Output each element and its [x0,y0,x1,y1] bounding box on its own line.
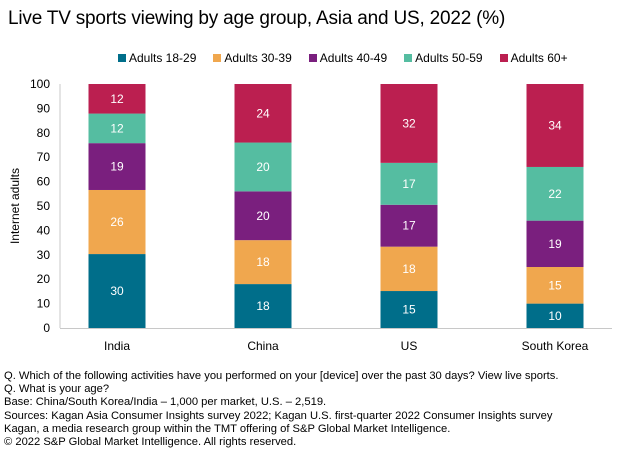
chart-title: Live TV sports viewing by age group, Asi… [8,8,506,29]
bar-segment [234,284,292,328]
data-label: 18 [402,262,416,276]
legend-item: Adults 40-49 [308,51,388,65]
legend-item: Adults 18-29 [118,51,196,65]
bar-segment [526,166,584,221]
legend-swatch [213,54,222,62]
bar-segment [234,240,292,285]
legend-label: Adults 40-49 [319,51,388,65]
bar-segment [526,303,584,328]
legend-swatch [118,54,126,62]
data-label: 17 [402,219,416,233]
footnote-kagan: Kagan, a media research group within the… [4,422,451,435]
data-label: 15 [402,303,416,317]
data-label: 15 [548,278,562,292]
bar-segment [88,84,146,114]
bar-segment [88,189,146,255]
data-label: 32 [402,116,416,130]
y-tick-label: 80 [37,126,51,140]
bar-segment [380,246,438,292]
bar-segment [380,162,438,205]
bars: 30 26 19 12 12 18 18 20 20 24 15 18 17 17 32 10 15 19 22 34 [88,84,584,328]
legend-item: Adults 30-39 [213,51,292,65]
x-axis: India China US South Korea [60,328,612,353]
legend: Adults 18-29 Adults 30-39 Adults 40-49 A… [118,51,585,65]
y-tick-label: 50 [37,199,51,213]
legend-label: Adults 50-59 [415,51,483,65]
bar-segment [234,142,292,192]
y-tick-label: 100 [30,77,50,91]
legend-swatch [499,54,508,62]
x-tick-label: US [401,339,418,353]
footnote-question-1: Q. Which of the following activities hav… [4,370,559,382]
data-label: 20 [256,209,270,223]
bar-segment [234,191,292,241]
bar-segment [380,84,438,163]
bar-segment [88,254,146,328]
bar-segment [234,84,292,143]
data-label: 18 [256,255,270,269]
footnotes: Q. Which of the following activities hav… [4,370,558,449]
y-tick-label: 60 [37,175,51,189]
bar-segment [88,143,146,190]
data-label: 10 [548,309,562,323]
x-tick-label: China [247,339,279,353]
footnote-question-2: Q. What is your age? [4,383,110,396]
bar-segment [526,267,584,304]
stacked-bar-chart: Internet adults 0 10 20 30 40 50 60 70 80 90 100 3… [8,77,612,353]
data-label: 18 [256,299,270,313]
y-tick-label: 20 [37,272,51,286]
bar-segment [380,291,438,328]
y-tick-label: 30 [37,248,51,262]
bar-segment [526,84,584,167]
bar-segment [526,220,584,267]
y-axis: 0 10 20 30 40 50 60 70 80 90 100 [30,77,61,335]
footnote-sources: Sources: Kagan Asia Consumer Insights su… [4,409,553,422]
y-tick-label: 90 [37,101,51,115]
data-label: 12 [110,92,124,106]
bar-segment [88,113,146,144]
legend-item: Adults 60+ [499,51,568,65]
y-tick-label: 10 [37,297,51,311]
y-tick-label: 70 [37,150,51,164]
data-label: 24 [256,106,270,120]
y-axis-label: Internet adults [8,168,22,244]
data-label: 17 [402,177,416,191]
data-label: 19 [110,160,124,174]
bar-segment [380,204,438,247]
y-tick-label: 0 [43,321,50,335]
legend-label: Adults 30-39 [224,51,292,65]
data-label: 22 [548,187,562,201]
x-tick-label: India [104,339,130,353]
y-tick-label: 40 [37,223,51,237]
data-label: 12 [110,121,124,135]
data-label: 26 [110,215,124,229]
data-label: 20 [256,160,270,174]
footnote-base: Base: China/South Korea/India – 1,000 pe… [4,396,327,409]
legend-item: Adults 50-59 [404,51,483,65]
x-tick-label: South Korea [522,339,589,353]
legend-swatch [404,54,413,62]
data-label: 34 [548,118,562,132]
legend-label: Adults 60+ [510,51,568,65]
data-label: 30 [110,284,124,298]
legend-label: Adults 18-29 [129,51,197,65]
legend-swatch [308,54,317,62]
data-label: 19 [548,237,562,251]
footnote-copyright: © 2022 S&P Global Market Intelligence. A… [4,436,297,449]
